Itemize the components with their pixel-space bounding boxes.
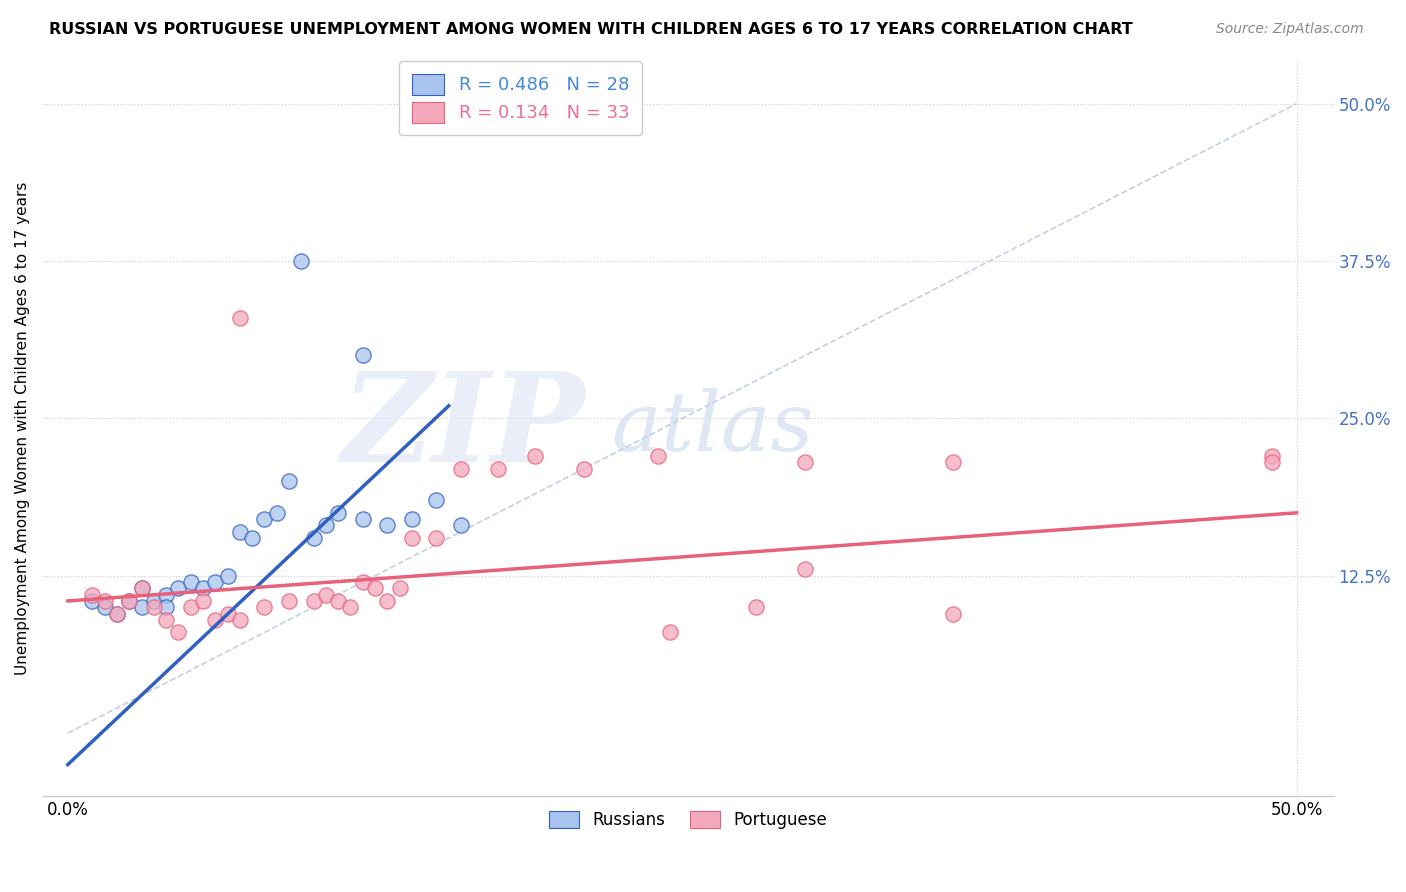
Point [290,254,312,268]
Point [352,575,374,590]
Point [302,531,325,545]
Point [105,607,128,621]
Point [941,455,963,469]
Point [326,594,349,608]
Point [278,594,301,608]
Point [401,512,423,526]
Point [93,594,115,608]
Point [253,600,276,615]
Point [118,594,141,608]
Point [572,462,595,476]
Point [450,462,472,476]
Point [364,582,387,596]
Point [647,449,669,463]
Point [794,562,817,576]
Point [229,310,252,325]
Point [240,531,263,545]
Point [217,607,239,621]
Point [204,613,226,627]
Point [352,512,374,526]
Point [105,607,128,621]
Point [155,600,177,615]
Point [315,588,337,602]
Point [167,582,190,596]
Point [315,518,337,533]
Point [278,475,301,489]
Point [180,575,202,590]
Point [155,613,177,627]
Point [658,625,681,640]
Point [229,613,252,627]
Point [1261,455,1284,469]
Point [523,449,546,463]
Text: atlas: atlas [612,388,813,467]
Point [82,588,104,602]
Point [450,518,472,533]
Y-axis label: Unemployment Among Women with Children Ages 6 to 17 years: Unemployment Among Women with Children A… [15,181,30,674]
Point [486,462,509,476]
Point [941,607,963,621]
Point [401,531,423,545]
Legend: Russians, Portuguese: Russians, Portuguese [543,804,834,836]
Point [131,600,153,615]
Point [93,600,115,615]
Point [745,600,768,615]
Point [229,524,252,539]
Point [180,600,202,615]
Point [425,531,447,545]
Point [375,594,398,608]
Point [131,582,153,596]
Point [326,506,349,520]
Text: RUSSIAN VS PORTUGUESE UNEMPLOYMENT AMONG WOMEN WITH CHILDREN AGES 6 TO 17 YEARS : RUSSIAN VS PORTUGUESE UNEMPLOYMENT AMONG… [49,22,1133,37]
Point [167,625,190,640]
Point [302,594,325,608]
Point [142,600,165,615]
Point [142,594,165,608]
Point [352,348,374,362]
Point [266,506,288,520]
Point [794,455,817,469]
Point [339,600,361,615]
Point [425,493,447,508]
Point [388,582,411,596]
Point [253,512,276,526]
Text: ZIP: ZIP [342,368,585,489]
Point [375,518,398,533]
Point [131,582,153,596]
Text: Source: ZipAtlas.com: Source: ZipAtlas.com [1216,22,1364,37]
Point [217,568,239,582]
Point [204,575,226,590]
Point [191,582,214,596]
Point [118,594,141,608]
Point [155,588,177,602]
Point [191,594,214,608]
Point [1261,449,1284,463]
Point [499,90,522,104]
Point [82,594,104,608]
